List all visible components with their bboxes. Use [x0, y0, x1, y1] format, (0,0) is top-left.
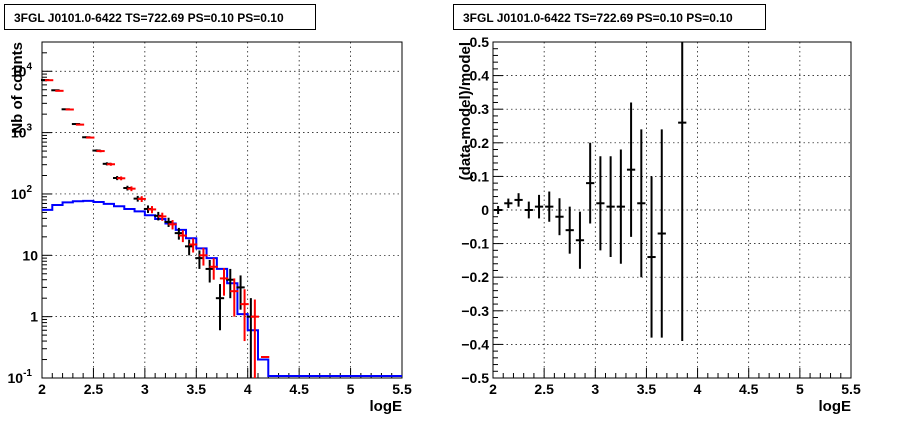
left-data-point	[215, 284, 225, 331]
left-model-point	[65, 108, 74, 111]
left-x-tick-label: 5.5	[392, 381, 412, 397]
right-x-tick-label: 5	[796, 381, 804, 397]
left-chart-title: 3FGL J0101.0-6422 TS=722.69 PS=0.10 PS=0…	[4, 4, 316, 30]
left-model-point	[168, 220, 177, 230]
right-residual-point	[596, 156, 605, 251]
right-x-tick-label: 4.5	[739, 381, 759, 397]
left-x-tick-label: 4.5	[289, 381, 309, 397]
right-y-axis-label: (data-model)/model	[457, 42, 474, 180]
left-model-point	[137, 196, 146, 202]
left-model-point	[96, 149, 105, 153]
left-x-tick-label: 2	[38, 381, 46, 397]
left-data-point	[195, 250, 204, 269]
right-residual-point	[494, 205, 503, 215]
right-y-tick-label: 0.5	[470, 34, 490, 50]
right-y-tick-label: 0.2	[470, 135, 490, 151]
left-model-point	[189, 238, 198, 253]
left-model-point	[106, 162, 115, 166]
right-y-tick-label: 0.3	[470, 101, 490, 117]
right-plot-frame	[492, 41, 852, 379]
left-model-point	[55, 89, 64, 92]
left-y-tick-label: 10-1	[8, 368, 33, 386]
left-model-point	[147, 206, 157, 214]
right-y-tick-label: −0.2	[461, 269, 489, 285]
left-model-point	[178, 230, 187, 243]
right-x-tick-label: 3	[591, 381, 599, 397]
right-x-tick-label: 2	[489, 381, 497, 397]
right-x-tick-label: 5.5	[841, 381, 861, 397]
left-y-axis-label: Nb of counts	[9, 42, 26, 134]
left-plot-frame	[41, 41, 403, 379]
left-model-point	[127, 186, 136, 192]
right-residual-point	[524, 201, 533, 219]
right-residual-point	[545, 191, 554, 222]
right-y-tick-label: −0.1	[461, 236, 489, 252]
right-residual-point	[504, 198, 513, 208]
right-residual-point	[555, 198, 564, 236]
left-model-point	[158, 212, 167, 221]
left-x-tick-label: 4	[244, 381, 252, 397]
right-y-tick-label: 0.1	[470, 168, 490, 184]
left-x-tick-label: 3.5	[187, 381, 207, 397]
right-residual-point	[565, 206, 574, 254]
left-y-tick-label: 10	[22, 247, 38, 263]
right-y-tick-label: −0.4	[461, 336, 489, 352]
right-residual-point	[606, 156, 615, 258]
right-chart-title: 3FGL J0101.0-6422 TS=722.69 PS=0.10 PS=0…	[453, 4, 766, 30]
left-data-point	[164, 217, 173, 227]
right-residual-point	[534, 194, 544, 219]
left-data-point	[174, 227, 183, 240]
left-model-point	[240, 289, 249, 342]
right-residual-point	[616, 149, 625, 264]
right-residual-point	[514, 193, 523, 207]
right-y-tick-label: 0.4	[470, 68, 490, 84]
left-model-point	[219, 268, 229, 296]
right-y-tick-label: 0	[481, 202, 489, 218]
right-x-tick-label: 3.5	[637, 381, 657, 397]
right-residual-point	[586, 142, 595, 224]
right-y-tick-label: −0.5	[461, 370, 489, 386]
left-y-tick-label: 104	[11, 61, 33, 79]
right-residual-point	[678, 42, 687, 342]
left-y-tick-label: 102	[11, 184, 33, 202]
left-x-tick-label: 3	[141, 381, 149, 397]
right-x-axis-label: logE	[819, 398, 852, 415]
left-model-point	[199, 247, 208, 266]
right-y-tick-label: −0.3	[461, 303, 489, 319]
right-residual-point	[657, 129, 666, 338]
left-y-tick-label: 103	[11, 123, 33, 141]
left-model-point	[45, 79, 54, 82]
left-data-point	[185, 239, 194, 256]
left-model-point	[75, 123, 85, 126]
left-x-tick-label: 5	[347, 381, 355, 397]
left-model-source-histogram	[42, 199, 402, 377]
left-model-point	[209, 258, 218, 280]
right-x-tick-label: 2.5	[534, 381, 554, 397]
left-model-point	[250, 299, 259, 378]
left-data-point	[226, 268, 235, 299]
left-model-point	[117, 176, 126, 181]
right-x-tick-label: 4	[694, 381, 702, 397]
left-x-tick-label: 2.5	[84, 381, 104, 397]
right-residual-point	[647, 176, 656, 338]
right-residual-point	[575, 211, 585, 269]
left-model-point	[86, 136, 95, 139]
left-y-tick-label: 1	[30, 309, 38, 325]
right-residual-point	[626, 102, 636, 237]
left-x-axis-label: logE	[370, 398, 403, 415]
left-model-point	[230, 278, 239, 317]
right-residual-point	[637, 129, 646, 278]
left-data-point	[205, 259, 214, 283]
